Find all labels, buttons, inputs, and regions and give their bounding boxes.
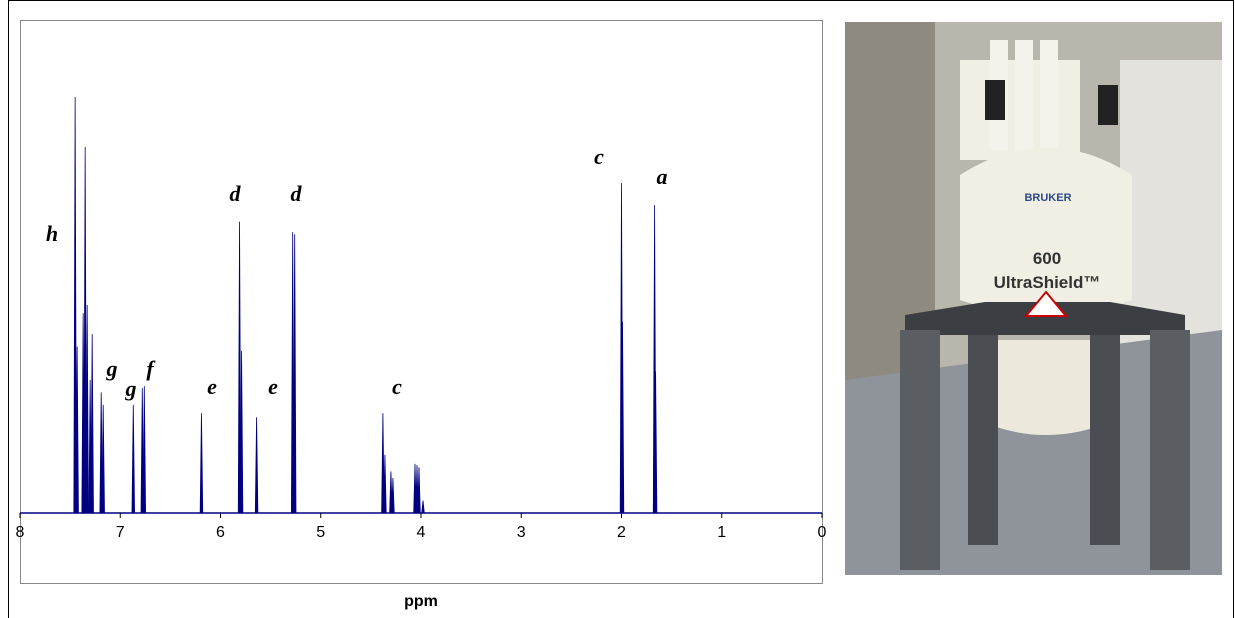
peak — [620, 321, 625, 514]
peak-annotation: d — [291, 181, 303, 206]
tower — [1040, 40, 1058, 150]
x-tick-label: 3 — [517, 524, 526, 541]
peak-annotation: a — [657, 164, 668, 189]
peak — [142, 386, 147, 514]
x-tick-label: 8 — [16, 524, 25, 541]
peak — [90, 334, 94, 514]
stand-top — [905, 302, 1185, 335]
peak — [131, 404, 135, 514]
photo: BRUKER 600 UltraShield™ — [845, 22, 1222, 575]
peak-annotation: e — [268, 374, 278, 399]
peak — [85, 304, 89, 514]
peak — [75, 346, 79, 514]
product-name: UltraShield™ — [994, 273, 1101, 292]
x-tick-label: 1 — [717, 524, 726, 541]
peak-annotation: f — [146, 356, 156, 381]
frame — [8, 0, 1234, 618]
peak — [83, 146, 87, 514]
peak — [99, 392, 103, 514]
peak-annotation: d — [230, 181, 242, 206]
cap — [985, 80, 1005, 120]
peak-annotation: g — [106, 356, 118, 381]
x-tick-label: 2 — [617, 524, 626, 541]
cap — [1098, 85, 1118, 125]
peak — [101, 404, 105, 514]
peak — [383, 454, 387, 514]
x-axis-label: ppm — [404, 593, 438, 610]
peak — [381, 413, 385, 514]
tower — [1015, 40, 1033, 150]
peak — [254, 417, 259, 514]
leg — [1150, 330, 1190, 570]
peak-annotation: g — [125, 376, 137, 401]
x-tick-label: 7 — [116, 524, 125, 541]
peak — [239, 350, 244, 514]
peak — [421, 500, 425, 514]
x-tick-label: 6 — [216, 524, 225, 541]
peak — [653, 371, 658, 514]
x-tick-label: 0 — [818, 524, 827, 541]
warning-sign — [1023, 290, 1069, 317]
leg — [1090, 335, 1120, 545]
peak — [73, 96, 77, 514]
peak — [237, 221, 242, 514]
peak — [391, 478, 395, 514]
x-tick-label: 5 — [316, 524, 325, 541]
magnet-body — [960, 147, 1132, 315]
peak — [292, 234, 297, 514]
brand: BRUKER — [1024, 192, 1071, 204]
leg — [968, 335, 998, 545]
peak — [417, 467, 421, 514]
peak-annotation: c — [392, 374, 402, 399]
peak-annotation: c — [594, 144, 604, 169]
peak — [199, 413, 204, 514]
plot-frame — [20, 20, 823, 584]
peak-annotation: h — [46, 221, 58, 246]
model: 600 — [1033, 249, 1061, 268]
peak — [389, 471, 393, 514]
x-tick-label: 4 — [417, 524, 426, 541]
leg — [900, 330, 940, 570]
peak-annotation: e — [207, 374, 217, 399]
magnet-bottom — [975, 340, 1120, 435]
